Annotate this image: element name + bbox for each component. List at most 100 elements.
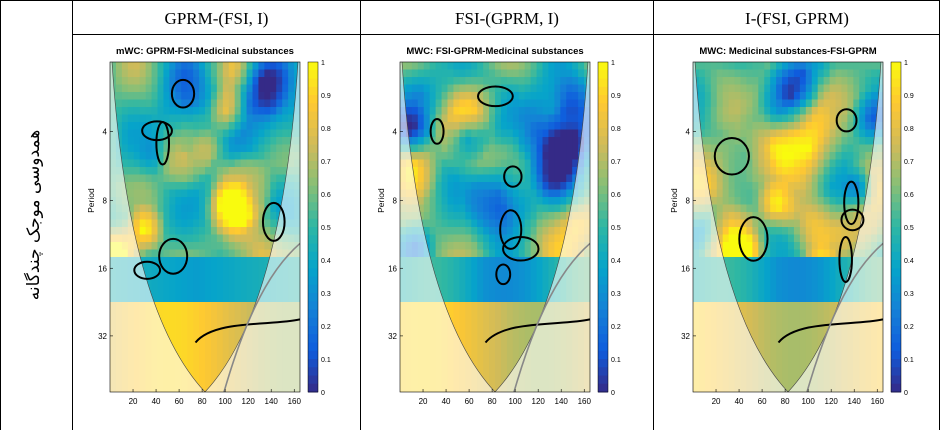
heat-cell	[793, 92, 801, 101]
heat-cell	[252, 279, 260, 288]
heat-cell	[228, 144, 236, 153]
heat-cell	[512, 279, 520, 288]
heat-cell	[187, 339, 194, 348]
heat-cell	[746, 242, 753, 251]
heat-cell	[258, 122, 265, 131]
heat-cell	[216, 249, 224, 258]
heat-cell	[133, 114, 141, 123]
heat-cell	[489, 287, 496, 296]
heat-cell	[770, 227, 777, 236]
heat-cell	[500, 189, 508, 198]
heat-cell	[542, 159, 550, 168]
colorbar-segment	[308, 251, 318, 261]
heat-cell	[193, 77, 200, 86]
heat-cell	[793, 272, 801, 281]
heat-cell	[222, 242, 230, 251]
heat-cell	[465, 77, 472, 86]
heat-cell	[169, 122, 176, 131]
heat-cell	[835, 197, 843, 206]
heat-cell	[193, 182, 200, 191]
heat-cell	[518, 129, 526, 138]
heat-cell	[805, 347, 813, 356]
heat-cell	[698, 129, 706, 138]
heat-cell	[282, 137, 289, 146]
colorbar-segment	[598, 70, 608, 79]
heat-cell	[536, 249, 544, 258]
colorbar-tick-label: 0.8	[904, 126, 914, 133]
heat-cell	[793, 294, 801, 303]
heat-cell	[847, 197, 854, 206]
heat-cell	[246, 167, 254, 176]
heat-cell	[770, 249, 777, 258]
heat-cell	[728, 219, 736, 228]
colorbar-tick-label: 0.7	[904, 159, 914, 166]
heat-cell	[554, 144, 561, 153]
heat-cell	[459, 227, 466, 236]
heat-cell	[722, 137, 730, 146]
heat-cell	[530, 174, 538, 183]
heat-cell	[728, 234, 736, 243]
heat-cell	[506, 279, 514, 288]
heat-cell	[246, 69, 254, 78]
heat-cell	[477, 362, 484, 371]
heat-cell	[572, 129, 579, 138]
heat-cell	[127, 99, 135, 108]
heat-cell	[465, 204, 472, 213]
heat-cell	[788, 294, 795, 303]
heat-cell	[459, 249, 466, 258]
heat-cell	[512, 77, 520, 86]
heat-cell	[776, 227, 783, 236]
heat-cell	[465, 129, 472, 138]
heat-cell	[199, 302, 206, 311]
heat-cell	[489, 152, 496, 161]
heat-cell	[788, 272, 795, 281]
heat-cell	[175, 257, 182, 266]
heat-cell	[264, 257, 271, 266]
heat-cell	[811, 114, 819, 123]
heat-cell	[865, 122, 872, 131]
heat-cell	[764, 204, 771, 213]
heat-cell	[471, 129, 478, 138]
heat-cell	[518, 62, 526, 71]
heat-cell	[282, 144, 289, 153]
heat-cell	[276, 69, 283, 78]
heat-cell	[536, 279, 544, 288]
colorbar-segment	[598, 103, 608, 112]
heat-cell	[489, 167, 496, 176]
heat-cell	[793, 174, 801, 183]
heat-cell	[441, 62, 449, 71]
heat-cell	[210, 302, 218, 311]
heat-cell	[453, 189, 460, 198]
heat-cell	[512, 84, 520, 93]
colorbar-segment	[598, 194, 608, 203]
heat-cell	[811, 219, 819, 228]
heat-cell	[764, 354, 771, 363]
significance-contour	[170, 78, 196, 109]
heat-cell	[817, 99, 825, 108]
colorbar-segment	[308, 169, 318, 178]
colorbar-segment	[598, 119, 608, 129]
heat-cell	[133, 174, 141, 183]
heat-cell	[500, 114, 508, 123]
heat-cell	[157, 294, 165, 303]
heat-cell	[716, 182, 724, 191]
heat-cell	[495, 249, 502, 258]
heat-cell	[175, 309, 182, 318]
heat-cell	[722, 99, 730, 108]
heat-cell	[187, 272, 194, 281]
heat-cell	[518, 324, 526, 333]
heat-cell	[258, 152, 265, 161]
heat-cell	[276, 144, 283, 153]
heat-cell	[811, 279, 819, 288]
heat-cell	[770, 107, 777, 116]
heat-cell	[216, 159, 224, 168]
heat-cell	[554, 189, 561, 198]
heat-cell	[823, 234, 831, 243]
heat-cell	[752, 287, 759, 296]
heat-cell	[465, 272, 472, 281]
colorbar-segment	[891, 78, 901, 88]
heat-cell	[199, 189, 206, 198]
heat-cell	[228, 279, 236, 288]
heat-cell	[139, 152, 147, 161]
significance-contour	[133, 260, 162, 280]
